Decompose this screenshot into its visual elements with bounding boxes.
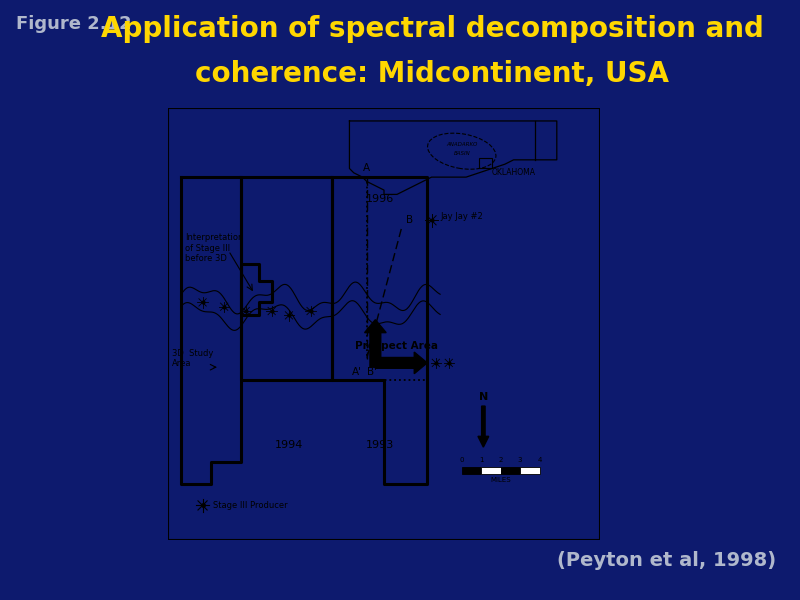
Text: 1: 1 (479, 457, 483, 463)
Text: B: B (406, 215, 413, 224)
Bar (501, 467, 520, 475)
Text: 2: 2 (498, 457, 503, 463)
Bar (479, 158, 492, 169)
Text: Figure 2.12: Figure 2.12 (16, 15, 132, 33)
Text: 3D  Study
Area: 3D Study Area (172, 349, 214, 368)
Bar (462, 467, 482, 475)
Text: Prospect Area: Prospect Area (355, 341, 438, 350)
FancyArrow shape (375, 352, 427, 374)
FancyArrow shape (478, 406, 489, 447)
Text: (Peyton et al, 1998): (Peyton et al, 1998) (557, 551, 776, 570)
Bar (482, 467, 501, 475)
Text: 1993: 1993 (366, 440, 394, 450)
Text: A: A (363, 163, 370, 173)
Text: MILES: MILES (490, 476, 511, 482)
Text: B': B' (366, 367, 377, 377)
Text: Interpretation
of Stage III
before 3D: Interpretation of Stage III before 3D (186, 233, 244, 263)
Text: N: N (478, 392, 488, 402)
Text: Stage III Producer: Stage III Producer (214, 501, 288, 510)
Text: 4: 4 (538, 457, 542, 463)
Text: BASIN: BASIN (454, 151, 470, 156)
Text: A': A' (352, 367, 362, 377)
Text: coherence: Midcontinent, USA: coherence: Midcontinent, USA (195, 60, 669, 88)
Text: 1996: 1996 (366, 194, 394, 204)
FancyArrow shape (365, 320, 386, 367)
Text: OKLAHOMA: OKLAHOMA (491, 169, 536, 178)
Text: ANADARKO: ANADARKO (446, 142, 478, 147)
Text: 1994: 1994 (274, 440, 303, 450)
Text: 0: 0 (459, 457, 464, 463)
Text: Application of spectral decomposition and: Application of spectral decomposition an… (101, 15, 763, 43)
Bar (520, 467, 539, 475)
Text: 3: 3 (518, 457, 522, 463)
Text: Jay Jay #2: Jay Jay #2 (440, 212, 483, 221)
